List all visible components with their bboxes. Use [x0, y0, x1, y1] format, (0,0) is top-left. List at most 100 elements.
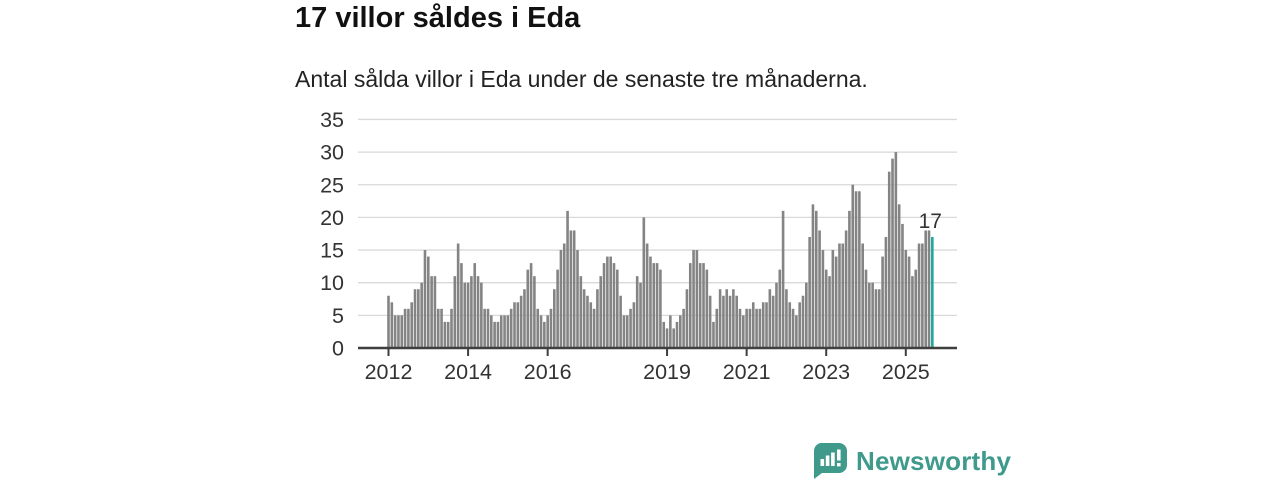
bar	[917, 243, 921, 348]
bar	[791, 308, 795, 348]
bar	[781, 210, 785, 348]
bar	[466, 282, 470, 348]
x-axis-tick-label: 2019	[643, 360, 691, 384]
bar	[393, 315, 397, 348]
bar	[622, 315, 626, 348]
bar	[732, 289, 735, 348]
bar	[499, 315, 503, 348]
bar	[616, 269, 619, 348]
bar	[679, 315, 682, 348]
bar	[698, 263, 702, 348]
bar	[904, 250, 908, 348]
bar	[811, 204, 815, 348]
bar	[768, 289, 772, 348]
bar	[755, 308, 758, 348]
bar	[712, 321, 715, 348]
bar	[516, 302, 520, 348]
bar	[921, 243, 924, 348]
y-axis-tick-label: 10	[320, 271, 344, 295]
bar	[440, 308, 443, 348]
bar	[844, 230, 848, 348]
bar	[566, 210, 569, 348]
bar	[606, 256, 609, 348]
bar	[619, 295, 622, 348]
bar	[765, 302, 768, 348]
bar	[761, 302, 765, 348]
bar	[572, 230, 576, 348]
bar	[625, 315, 629, 348]
bar	[758, 308, 762, 348]
bar	[798, 302, 801, 348]
bar	[818, 230, 821, 348]
bar	[589, 302, 593, 348]
bar	[881, 256, 884, 348]
bar	[662, 321, 666, 348]
bar	[851, 184, 855, 348]
bar	[894, 152, 898, 348]
bar	[854, 191, 858, 348]
bar	[639, 282, 642, 348]
bar	[629, 308, 632, 348]
bar	[831, 250, 835, 348]
bar	[745, 308, 748, 348]
bar	[556, 269, 559, 348]
bar	[785, 289, 788, 348]
bar	[632, 302, 636, 348]
bar	[426, 256, 430, 348]
bar	[509, 308, 513, 348]
y-axis-tick-label: 20	[320, 206, 344, 230]
bar	[407, 308, 410, 348]
bar	[672, 328, 675, 348]
bar	[924, 230, 927, 348]
bar	[642, 217, 646, 348]
bar	[486, 308, 490, 348]
bar	[569, 230, 573, 348]
bar	[546, 315, 549, 348]
bar	[861, 243, 864, 348]
bar	[897, 204, 901, 348]
bar	[612, 263, 616, 348]
bar	[496, 321, 500, 348]
bar	[891, 158, 894, 348]
bar	[911, 276, 914, 348]
bar	[533, 276, 536, 348]
bar	[722, 295, 725, 348]
bar	[390, 302, 394, 348]
bar	[470, 276, 473, 348]
newsworthy-logo: Newsworthy	[812, 442, 1011, 480]
bar	[609, 256, 612, 348]
y-axis-tick-label: 0	[332, 337, 344, 361]
bar	[801, 295, 805, 348]
bar	[738, 308, 742, 348]
bar	[596, 289, 599, 348]
bar	[549, 308, 553, 348]
bar	[821, 250, 825, 348]
bar	[848, 210, 851, 348]
bar	[927, 230, 931, 348]
bar	[456, 243, 460, 348]
bar	[513, 302, 516, 348]
bar	[635, 276, 639, 348]
bar	[685, 289, 689, 348]
bar	[751, 302, 755, 348]
bar	[665, 328, 669, 348]
bar	[775, 282, 778, 348]
bar	[907, 256, 911, 348]
brand-name: Newsworthy	[856, 445, 1012, 476]
bar	[735, 295, 738, 348]
bar	[742, 315, 745, 348]
bar	[436, 308, 440, 348]
bar	[490, 315, 493, 348]
bar	[702, 263, 705, 348]
bar	[562, 243, 566, 348]
x-axis-tick-label: 2023	[802, 360, 850, 384]
bar	[805, 282, 808, 348]
bar	[814, 210, 818, 348]
bar	[655, 263, 659, 348]
y-axis-tick-label: 35	[320, 108, 344, 132]
bar	[503, 315, 506, 348]
bar	[725, 289, 729, 348]
bar	[553, 289, 556, 348]
